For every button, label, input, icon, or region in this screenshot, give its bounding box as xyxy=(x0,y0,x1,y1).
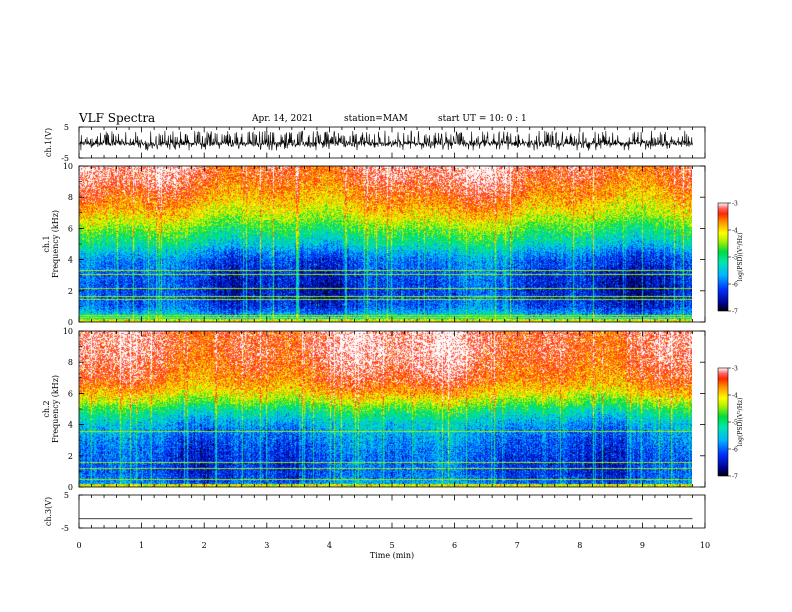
y-axis-label-frequency: Frequency (kHz) xyxy=(51,375,60,443)
x-tick-label: 9 xyxy=(640,541,645,550)
y-tick-label: 5 xyxy=(64,491,69,500)
y-tick-label: 6 xyxy=(68,224,73,233)
colorbar-tick-label: -3 xyxy=(732,201,738,208)
x-tick-label: 2 xyxy=(202,541,207,550)
y-tick-label: 0 xyxy=(68,318,73,327)
colorbar-tick-label: -6 xyxy=(732,282,738,289)
x-tick-label: 10 xyxy=(700,541,710,550)
y-tick-label: 5 xyxy=(64,123,69,132)
x-tick-label: 1 xyxy=(139,541,144,550)
y-axis-label-frequency: Frequency (kHz) xyxy=(51,210,60,278)
x-axis-label: Time (min) xyxy=(370,551,414,560)
colorbar-tick-label: -6 xyxy=(732,447,738,454)
spectrogram-image xyxy=(79,331,692,487)
colorbar-tick-label: -5 xyxy=(732,255,738,262)
y-axis-label: ch.1(V) xyxy=(44,128,53,157)
ch1-waveform-trace xyxy=(78,130,693,151)
colorbar-label: log(PSD)(V²/Hz) xyxy=(737,398,744,447)
colorbar-tick-label: -7 xyxy=(732,309,738,316)
colorbar-tick-label: -4 xyxy=(732,228,738,235)
y-tick-label: 4 xyxy=(68,256,73,265)
y-tick-label: 2 xyxy=(68,287,73,296)
x-tick-label: 4 xyxy=(327,541,332,550)
y-tick-label: 0 xyxy=(68,483,73,492)
x-tick-label: 5 xyxy=(389,541,394,550)
station-label: station=MAM xyxy=(344,114,408,124)
ch1-waveform-panel: 5 -5 ch.1(V) xyxy=(44,123,706,163)
time-axis: 0 1 2 3 4 5 6 7 8 9 10 Time (min) xyxy=(76,541,710,560)
spectrogram-image xyxy=(79,166,692,322)
colorbar-tick-label: -5 xyxy=(732,420,738,427)
y-tick-label: -5 xyxy=(61,524,69,533)
x-tick-label: 6 xyxy=(452,541,457,550)
y-axis-label-channel: ch.2 xyxy=(42,400,51,417)
y-tick-label: 8 xyxy=(68,193,73,202)
start-time-label: start UT = 10: 0 : 1 xyxy=(438,114,527,124)
colorbar-scale xyxy=(717,367,729,477)
y-axis-label-channel: ch.1 xyxy=(42,235,51,252)
y-tick-label: 10 xyxy=(63,327,73,336)
ch3-waveform-panel: 5 -5 ch.3(V) xyxy=(44,491,706,533)
y-tick-label: 8 xyxy=(68,358,73,367)
y-tick-label: 2 xyxy=(68,452,73,461)
y-axis-label: ch.3(V) xyxy=(44,497,53,526)
y-tick-label: 10 xyxy=(63,162,73,171)
chart-title: VLF Spectra xyxy=(79,111,156,125)
colorbar-tick-label: -4 xyxy=(732,393,738,400)
x-tick-label: 8 xyxy=(577,541,582,550)
y-tick-label: 6 xyxy=(68,389,73,398)
y-tick-label: -5 xyxy=(61,154,69,163)
colorbars: -3 -4 -5 -6 -7 log(PSD)(V²/Hz) -3 -4 -5 -6 -7 log(P… xyxy=(717,201,744,481)
y-tick-label: 4 xyxy=(68,421,73,430)
colorbar-tick-label: -3 xyxy=(732,366,738,373)
colorbar-scale xyxy=(717,202,729,312)
x-tick-label: 7 xyxy=(515,541,520,550)
colorbar-label: log(PSD)(V²/Hz) xyxy=(737,233,744,282)
ch1-spectrogram-panel: 0 2 4 6 8 10 ch.1 Frequency (kHz) xyxy=(42,162,706,327)
x-tick-label: 3 xyxy=(264,541,269,550)
date-label: Apr. 14, 2021 xyxy=(252,114,314,124)
ch2-spectrogram-panel: 0 2 4 6 8 10 ch.2 Frequency (kHz) xyxy=(42,327,706,492)
x-tick-label: 0 xyxy=(76,541,81,550)
colorbar-tick-label: -7 xyxy=(732,474,738,481)
